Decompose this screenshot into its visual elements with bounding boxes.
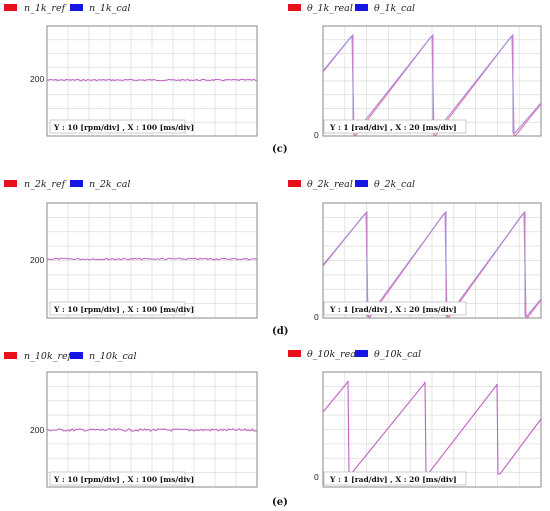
legend-swatch-cal bbox=[355, 180, 368, 187]
plot-grid bbox=[323, 203, 541, 318]
scale-box bbox=[323, 119, 467, 134]
scale-label: Y : 1 [rad/div] , X : 20 [ms/div] bbox=[329, 475, 457, 484]
plot-grid bbox=[47, 203, 257, 318]
legend-label-ref: n_2k_ref bbox=[24, 179, 67, 190]
legend-label-cal: θ_10k_cal bbox=[374, 349, 421, 360]
angle-traces bbox=[322, 210, 542, 318]
legend-swatch-real bbox=[288, 4, 301, 11]
legend-label-ref: n_1k_ref bbox=[24, 3, 67, 14]
scale-box bbox=[323, 301, 467, 316]
legend-swatch-cal bbox=[355, 4, 368, 11]
scale-label: Y : 10 [rpm/div] , X : 100 [ms/div] bbox=[53, 475, 194, 484]
angle-traces bbox=[322, 33, 542, 136]
real-cal-trace bbox=[322, 380, 542, 475]
scale-label: Y : 10 [rpm/div] , X : 100 [ms/div] bbox=[53, 123, 194, 132]
speed-chart-1k: n_1k_ref n_1k_cal 200 Y : 10 [rpm/div] ,… bbox=[4, 3, 258, 137]
legend-label-ref: n_10k_ref bbox=[24, 351, 73, 362]
scale-box bbox=[49, 119, 186, 134]
scale-label: Y : 1 [rad/div] , X : 20 [ms/div] bbox=[329, 123, 457, 132]
y-tick-label: 200 bbox=[30, 255, 44, 265]
y-tick-label: 0 bbox=[314, 472, 319, 482]
plot-frame bbox=[322, 25, 542, 137]
caption-d: (d) bbox=[272, 326, 288, 337]
legend-label-cal: θ_2k_cal bbox=[374, 179, 415, 190]
cal-trace bbox=[322, 33, 542, 134]
speed-chart-2k: n_2k_ref n_2k_cal 200 Y : 10 [rpm/div] ,… bbox=[4, 179, 258, 319]
angle-traces bbox=[322, 380, 542, 475]
legend-label-cal: θ_1k_cal bbox=[374, 3, 415, 14]
y-tick-label: 200 bbox=[30, 74, 44, 84]
legend-swatch-cal bbox=[70, 4, 83, 11]
legend-swatch-real bbox=[288, 180, 301, 187]
legend-label-real: θ_2k_real bbox=[307, 179, 353, 190]
legend-swatch-real bbox=[288, 350, 301, 357]
legend-label-cal: n_2k_cal bbox=[89, 179, 130, 190]
plot-frame bbox=[322, 202, 542, 319]
plot-frame bbox=[46, 25, 258, 137]
legend-label-real: θ_1k_real bbox=[307, 3, 353, 14]
legend-swatch-ref bbox=[4, 4, 17, 11]
plot-grid bbox=[323, 372, 541, 487]
legend-label-real: θ_10k_real bbox=[307, 349, 359, 360]
speed-chart-10k: n_10k_ref n_10k_cal 200 Y : 10 [rpm/div]… bbox=[4, 351, 258, 488]
caption-e: (e) bbox=[272, 497, 288, 508]
cal-trace bbox=[322, 210, 542, 317]
scale-label: Y : 1 [rad/div] , X : 20 [ms/div] bbox=[329, 305, 457, 314]
plot-frame bbox=[322, 371, 542, 488]
y-tick-label: 0 bbox=[314, 312, 319, 322]
legend-label-cal: n_10k_cal bbox=[89, 351, 137, 362]
legend-label-cal: n_1k_cal bbox=[89, 3, 130, 14]
legend-swatch-cal bbox=[355, 350, 368, 357]
legend-swatch-cal bbox=[70, 352, 83, 359]
angle-chart-1k: θ_1k_real θ_1k_cal 0 Y : 1 [rad/div] , X… bbox=[288, 3, 542, 140]
scale-box bbox=[49, 471, 186, 486]
legend-swatch-ref bbox=[4, 180, 17, 187]
speed-trace bbox=[46, 257, 258, 261]
legend-swatch-ref bbox=[4, 352, 17, 359]
caption-c: (c) bbox=[272, 144, 288, 155]
scale-box bbox=[49, 301, 186, 316]
angle-chart-10k: θ_10k_real θ_10k_cal 0 Y : 1 [rad/div] ,… bbox=[288, 349, 542, 488]
speed-trace bbox=[46, 78, 258, 82]
speed-trace bbox=[46, 427, 258, 432]
y-tick-label: 200 bbox=[30, 425, 44, 435]
y-tick-label: 0 bbox=[314, 130, 319, 140]
scale-box bbox=[323, 471, 467, 486]
scale-label: Y : 10 [rpm/div] , X : 100 [ms/div] bbox=[53, 305, 194, 314]
legend-swatch-cal bbox=[70, 180, 83, 187]
plot-grid bbox=[47, 26, 257, 136]
angle-chart-2k: θ_2k_real θ_2k_cal 0 Y : 1 [rad/div] , X… bbox=[288, 179, 542, 322]
plot-frame bbox=[46, 202, 258, 319]
